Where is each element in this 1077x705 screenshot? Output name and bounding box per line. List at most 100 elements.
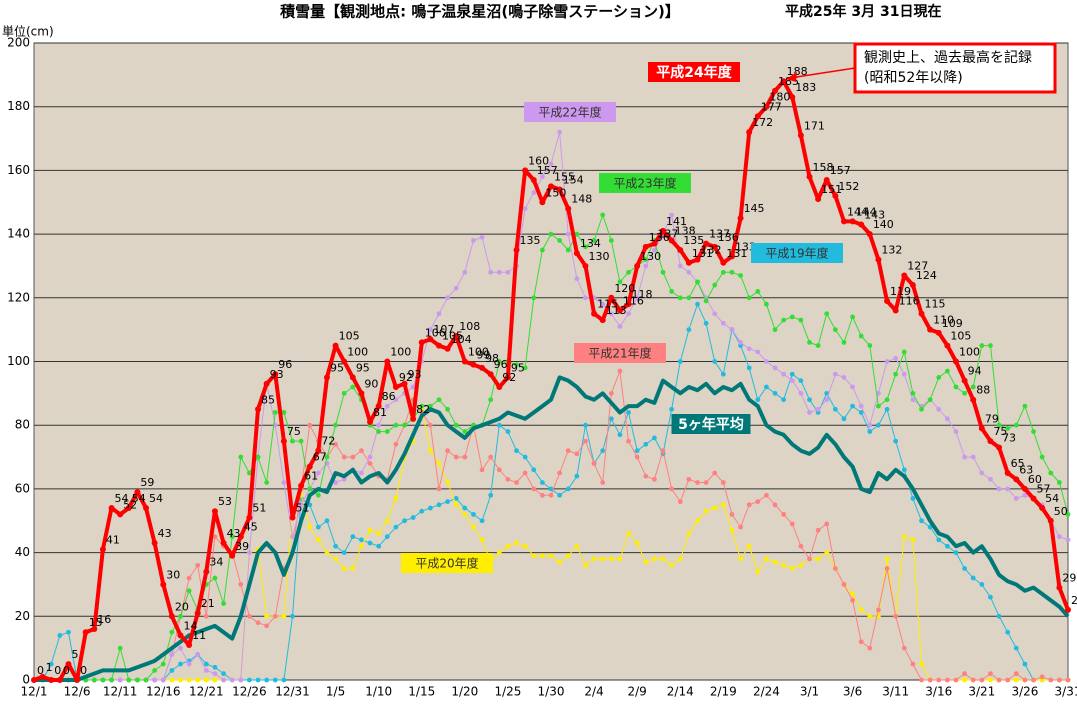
value-label: 154 bbox=[563, 174, 584, 187]
data-point bbox=[186, 641, 193, 648]
x-tick-label: 12/1 bbox=[21, 685, 48, 699]
data-point bbox=[160, 661, 166, 667]
data-point bbox=[272, 371, 279, 378]
data-point bbox=[660, 448, 666, 454]
value-label: 138 bbox=[675, 224, 696, 237]
y-tick-label: 200 bbox=[7, 36, 30, 50]
data-point bbox=[626, 269, 631, 275]
y-tick-label: 0 bbox=[22, 673, 30, 687]
value-label: 86 bbox=[382, 390, 396, 403]
data-point bbox=[573, 250, 580, 257]
data-point bbox=[970, 384, 976, 390]
data-point bbox=[686, 476, 692, 482]
data-point bbox=[487, 371, 494, 378]
x-tick-label: 12/21 bbox=[189, 685, 224, 699]
data-point bbox=[643, 263, 649, 269]
data-point bbox=[677, 499, 683, 505]
data-point bbox=[617, 279, 623, 285]
data-point bbox=[832, 406, 838, 412]
data-point bbox=[626, 531, 631, 536]
data-point bbox=[315, 492, 321, 498]
data-point bbox=[686, 531, 692, 536]
data-point bbox=[608, 390, 614, 396]
data-point bbox=[471, 524, 476, 530]
data-point bbox=[298, 482, 305, 489]
data-point bbox=[840, 218, 847, 225]
data-point bbox=[720, 269, 726, 275]
data-point bbox=[901, 272, 908, 279]
data-point bbox=[729, 269, 735, 275]
legend-box bbox=[648, 62, 740, 82]
data-point bbox=[539, 492, 545, 498]
data-point bbox=[789, 378, 795, 384]
data-point bbox=[652, 476, 657, 482]
data-point bbox=[504, 374, 511, 381]
data-point bbox=[419, 403, 425, 409]
data-point bbox=[565, 205, 572, 212]
legend-label: 平成19年度 bbox=[765, 246, 828, 261]
value-label: 5 bbox=[71, 648, 78, 661]
data-point bbox=[229, 677, 235, 683]
data-point bbox=[462, 269, 468, 275]
data-point bbox=[1005, 425, 1011, 431]
data-point bbox=[712, 359, 718, 364]
data-point bbox=[143, 505, 150, 512]
data-point bbox=[755, 499, 761, 505]
data-point bbox=[910, 661, 916, 667]
data-point bbox=[393, 524, 399, 530]
data-point bbox=[117, 677, 123, 683]
data-point bbox=[746, 295, 752, 301]
data-point bbox=[453, 496, 459, 501]
value-label: 131 bbox=[692, 247, 713, 260]
data-point bbox=[1013, 476, 1020, 483]
data-point bbox=[221, 671, 226, 677]
data-point bbox=[815, 343, 821, 348]
data-point bbox=[514, 540, 519, 546]
data-point bbox=[634, 448, 640, 454]
data-point bbox=[574, 473, 580, 479]
data-point bbox=[557, 238, 563, 243]
data-point bbox=[755, 289, 761, 294]
data-point bbox=[962, 454, 967, 460]
data-point bbox=[359, 537, 364, 543]
data-point bbox=[488, 454, 494, 460]
data-point bbox=[66, 629, 71, 635]
data-point bbox=[247, 613, 252, 619]
x-tick-label: 1/15 bbox=[408, 685, 435, 699]
data-point bbox=[324, 518, 330, 524]
x-tick-label: 3/26 bbox=[1011, 685, 1038, 699]
data-point bbox=[1005, 677, 1011, 683]
value-label: 141 bbox=[666, 215, 687, 228]
value-label: 93 bbox=[408, 368, 422, 381]
data-point bbox=[978, 425, 985, 432]
data-point bbox=[1031, 677, 1036, 683]
data-point bbox=[876, 422, 881, 428]
data-point bbox=[496, 359, 502, 364]
data-point bbox=[393, 422, 399, 428]
data-point bbox=[652, 556, 657, 562]
data-point bbox=[944, 342, 951, 349]
value-label: 109 bbox=[942, 317, 963, 330]
data-point bbox=[445, 295, 450, 301]
data-point bbox=[1005, 629, 1011, 635]
legend-label: 5ヶ年平均 bbox=[678, 416, 744, 433]
data-point bbox=[591, 556, 597, 562]
data-point bbox=[548, 183, 554, 190]
data-point bbox=[143, 677, 149, 683]
data-point bbox=[755, 397, 761, 403]
data-point bbox=[375, 403, 382, 410]
data-point bbox=[858, 221, 865, 228]
x-tick-label: 12/31 bbox=[275, 685, 310, 699]
data-point bbox=[927, 677, 933, 683]
data-point bbox=[471, 511, 476, 517]
data-point bbox=[901, 645, 907, 651]
data-point bbox=[56, 677, 63, 683]
data-point bbox=[1031, 429, 1036, 434]
data-point bbox=[582, 262, 589, 269]
data-point bbox=[772, 327, 778, 333]
data-point bbox=[634, 295, 640, 301]
data-point bbox=[212, 677, 218, 683]
data-point bbox=[109, 677, 114, 683]
data-point bbox=[169, 629, 175, 635]
data-point bbox=[39, 673, 46, 680]
